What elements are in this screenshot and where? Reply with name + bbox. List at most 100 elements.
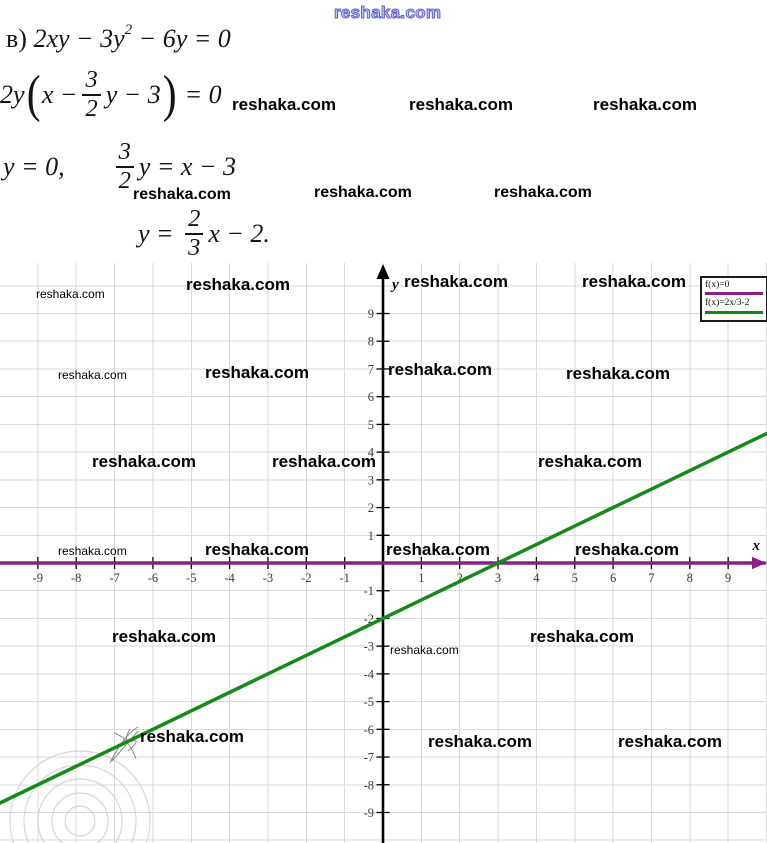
watermark-text: reshaka.com xyxy=(92,452,196,471)
y-tick-label: 7 xyxy=(368,362,374,376)
watermark-text: reshaka.com xyxy=(205,540,309,559)
stamp-circles-doodle xyxy=(51,792,109,843)
fraction: 3 2 xyxy=(115,138,134,195)
y-tick-label: -3 xyxy=(364,640,374,654)
x-axis-arrow-icon xyxy=(752,556,766,570)
legend-label: f(x)=2x/3-2 xyxy=(705,298,750,309)
equation-text: y = x − 3 xyxy=(138,152,236,181)
y-tick-label: -2 xyxy=(364,612,374,626)
numerator: 2 xyxy=(185,205,204,235)
watermark-text: reshaka.com xyxy=(538,452,642,471)
exponent: 2 xyxy=(124,22,133,39)
equation-line-4: y = 2 3 x − 2. xyxy=(138,204,270,264)
watermark-text: reshaka.com xyxy=(530,627,634,646)
numerator: 3 xyxy=(82,66,101,96)
denominator: 2 xyxy=(85,95,98,122)
denominator: 2 xyxy=(118,167,131,194)
watermark-text: reshaka.com xyxy=(388,360,492,379)
item-label: в) xyxy=(6,24,34,53)
y-axis-arrow-icon xyxy=(376,264,390,279)
watermark-text: reshaka.com xyxy=(386,540,490,559)
x-tick-label: -4 xyxy=(224,571,235,585)
y-tick-label: 4 xyxy=(368,446,375,460)
x-tick-label: 3 xyxy=(495,571,501,585)
equation-line-1: в) 2xy − 3y 2 − 6y = 0 xyxy=(6,20,231,58)
x-tick-label: -5 xyxy=(186,571,196,585)
y-tick-label: 6 xyxy=(368,390,374,404)
stamp-circles-doodle xyxy=(37,778,123,843)
watermark-site-logo: reshaka.com xyxy=(333,3,442,23)
fraction: 3 2 xyxy=(82,66,101,123)
watermark-text: reshaka.com xyxy=(494,184,592,201)
equation-text: − 6y = 0 xyxy=(132,24,231,53)
watermark-text: reshaka.com xyxy=(232,95,336,114)
stamp-circles-doodle xyxy=(9,750,151,843)
watermark-text: reshaka.com xyxy=(618,732,722,751)
y-tick-label: 5 xyxy=(368,418,374,432)
equation-text: x − xyxy=(41,80,78,109)
watermark-text: reshaka.com xyxy=(140,727,244,746)
equation-text: y = xyxy=(138,219,181,248)
series-line-1 xyxy=(0,431,767,805)
x-tick-label: -1 xyxy=(339,571,349,585)
watermark-text: reshaka.com xyxy=(205,363,309,382)
y-tick-label: 8 xyxy=(368,335,374,349)
equation-text: y = 0, xyxy=(3,152,65,181)
x-tick-label: -2 xyxy=(301,571,311,585)
fraction: 2 3 xyxy=(185,205,204,262)
watermark-text: reshaka.com xyxy=(582,272,686,291)
equation-line-2: 2y ( x − 3 2 y − 3 ) = 0 xyxy=(0,66,222,123)
x-tick-label: 1 xyxy=(418,571,424,585)
x-tick-label: 5 xyxy=(572,571,578,585)
stamp-circles-doodle xyxy=(64,805,96,837)
y-tick-label: -9 xyxy=(364,806,374,820)
x-tick-label: 9 xyxy=(725,571,731,585)
x-tick-label: 4 xyxy=(533,571,540,585)
x-tick-label: -9 xyxy=(33,571,43,585)
watermark-text: reshaka.com xyxy=(58,368,127,382)
y-tick-label: -7 xyxy=(364,751,374,765)
watermark-text: reshaka.com xyxy=(409,95,513,114)
stamp-circles-doodle xyxy=(23,764,137,843)
denominator: 3 xyxy=(188,234,201,261)
x-tick-label: -3 xyxy=(263,571,273,585)
y-tick-label: -8 xyxy=(364,778,374,792)
watermark-text: reshaka.com xyxy=(566,364,670,383)
x-tick-label: 6 xyxy=(610,571,616,585)
equation-text: y − 3 xyxy=(105,80,161,109)
x-tick-label: 7 xyxy=(648,571,654,585)
x-tick-label: 2 xyxy=(457,571,463,585)
x-axis-label: x xyxy=(752,538,761,554)
x-tick-label: -8 xyxy=(71,571,81,585)
watermark-text: reshaka.com xyxy=(593,95,697,114)
watermark-text: reshaka.com xyxy=(186,275,290,294)
watermark-text: reshaka.com xyxy=(36,287,105,301)
plot-legend: f(x)=0 f(x)=2x/3-2 xyxy=(700,276,767,322)
y-tick-label: 2 xyxy=(368,501,374,515)
watermark-text: reshaka.com xyxy=(58,544,127,558)
x-tick-label: 8 xyxy=(687,571,693,585)
equation-text: x − 2. xyxy=(208,219,270,248)
equation-text: = 0 xyxy=(178,80,222,109)
watermark-text: reshaka.com xyxy=(133,186,231,203)
legend-swatch-1 xyxy=(705,310,763,314)
y-axis-label: y xyxy=(390,277,399,293)
legend-label: f(x)=0 xyxy=(705,280,730,290)
y-tick-label: -5 xyxy=(364,695,374,709)
y-tick-label: 1 xyxy=(368,529,374,543)
y-tick-label: 9 xyxy=(368,307,374,321)
watermark-text: reshaka.com xyxy=(404,272,508,291)
function-plot: -9 -8 -7 -6 -5 -4 -3 -2 -1 1 2 3 4 5 6 7 8 9 -9 -8 -7 -6 -5 -4 -… xyxy=(0,263,767,843)
x-tick-label: -7 xyxy=(109,571,119,585)
y-tick-label: -1 xyxy=(364,584,374,598)
watermark-text: reshaka.com xyxy=(575,540,679,559)
watermark-text: reshaka.com xyxy=(112,627,216,646)
watermark-text: reshaka.com xyxy=(390,643,459,657)
watermark-text: reshaka.com xyxy=(428,732,532,751)
y-tick-label: 3 xyxy=(368,473,374,487)
legend-swatch-0 xyxy=(705,292,763,296)
x-tick-label: -6 xyxy=(148,571,158,585)
watermark-text: reshaka.com xyxy=(314,184,412,201)
numerator: 3 xyxy=(115,138,134,168)
